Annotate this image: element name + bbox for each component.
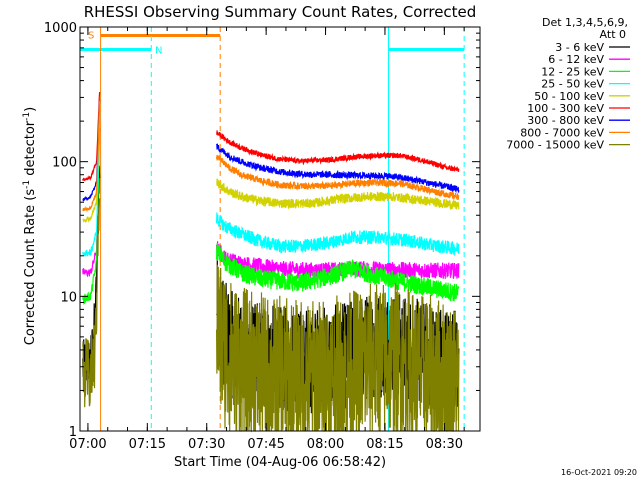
night-flag-label: N bbox=[155, 46, 162, 57]
legend-label: 800 - 7000 keV bbox=[520, 126, 604, 139]
series-line bbox=[82, 127, 460, 306]
chart-title: RHESSI Observing Summary Count Rates, Co… bbox=[84, 3, 477, 21]
series-line bbox=[82, 91, 460, 182]
x-tick-label: 08:15 bbox=[366, 437, 403, 452]
legend-header-line-2: Att 0 bbox=[600, 28, 626, 41]
y-axis-label-sup2: -1 bbox=[22, 112, 32, 121]
y-axis-label-pre: Corrected Count Rate (s bbox=[23, 189, 38, 346]
legend-header-line-1: Det 1,3,4,5,6,9, bbox=[542, 16, 628, 29]
legend-label: 25 - 50 keV bbox=[541, 78, 604, 91]
legend-label: 3 - 6 keV bbox=[555, 41, 604, 54]
x-tick-label: 07:15 bbox=[129, 437, 166, 452]
series-line bbox=[82, 103, 460, 224]
y-tick-label: 1000 bbox=[44, 21, 77, 36]
legend-label: 50 - 100 keV bbox=[534, 90, 604, 103]
legend-label: 100 - 300 keV bbox=[527, 102, 604, 115]
saa-flag-label: S bbox=[88, 30, 94, 41]
legend-label: 300 - 800 keV bbox=[527, 114, 604, 127]
svg-text:Corrected Count Rate (s-1 dete: Corrected Count Rate (s-1 detector-1) bbox=[22, 107, 38, 345]
y-tick-label: 100 bbox=[52, 156, 77, 171]
x-tick-label: 07:30 bbox=[188, 437, 225, 452]
plot-frame bbox=[79, 26, 481, 432]
x-axis-label: Start Time (04-Aug-06 06:58:42) bbox=[174, 455, 386, 470]
legend-label: 7000 - 15000 keV bbox=[506, 139, 604, 152]
legend-label: 6 - 12 keV bbox=[548, 53, 604, 66]
x-tick-label: 08:00 bbox=[307, 437, 344, 452]
plot-area: S N 07:00 07:15 07:30 07:45 08:00 08:15 08:30 1 10… bbox=[44, 21, 481, 452]
legend-label: 12 - 25 keV bbox=[541, 65, 604, 78]
series-line bbox=[82, 100, 460, 213]
y-axis-label: Corrected Count Rate (s-1 detector-1) bbox=[22, 107, 38, 345]
x-tick-label: 08:30 bbox=[426, 437, 463, 452]
y-axis-label-post: ) bbox=[23, 107, 38, 112]
series-line bbox=[82, 112, 460, 257]
plot-timestamp: 16-Oct-2021 09:20 bbox=[561, 468, 637, 477]
x-tick-label: 07:45 bbox=[247, 437, 284, 452]
y-axis-label-mid: detector bbox=[23, 120, 38, 180]
y-tick-label: 1 bbox=[69, 425, 77, 440]
x-tick-label: 07:00 bbox=[69, 437, 106, 452]
y-tick-label: 10 bbox=[60, 290, 77, 305]
y-axis-label-sup1: -1 bbox=[22, 180, 32, 189]
series-line bbox=[82, 198, 460, 433]
